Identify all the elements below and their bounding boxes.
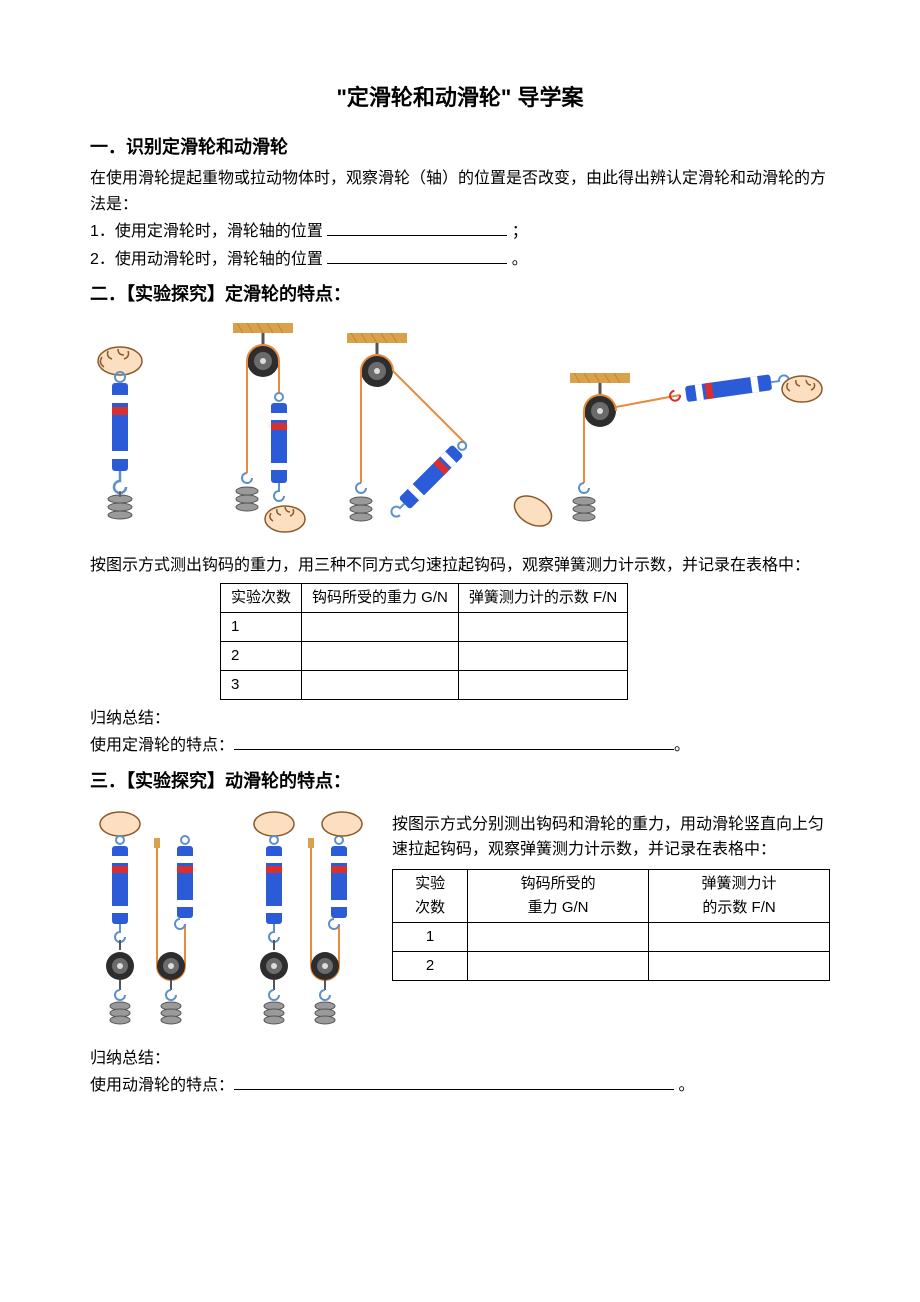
section-3-right-col: 按图示方式分别测出钩码和滑轮的重力，用动滑轮竖直向上匀速拉起钩码，观察弹簧测力计… xyxy=(392,810,830,981)
table-row: 2 xyxy=(393,951,830,980)
page-title: "定滑轮和动滑轮" 导学案 xyxy=(90,80,830,115)
item-2-pre: 2．使用动滑轮时，滑轮轴的位置 xyxy=(90,251,327,268)
item-2-suf: 。 xyxy=(507,251,527,268)
summary-pre-3: 使用动滑轮的特点： xyxy=(90,1077,234,1094)
fig-moving-group-1-icon xyxy=(90,810,220,1040)
txt: 的示数 F/N xyxy=(702,899,775,916)
table-row: 实验次数 钩码所受的重力 G/N 弹簧测力计的示数 F/N xyxy=(393,869,830,922)
section-1-item-1: 1．使用定滑轮时，滑轮轴的位置 ； xyxy=(90,219,830,245)
cell-empty[interactable] xyxy=(458,670,627,699)
moving-pulley-table: 实验次数 钩码所受的重力 G/N 弹簧测力计的示数 F/N 1 2 xyxy=(392,869,830,981)
summary-suf: 。 xyxy=(674,737,690,754)
blank-fill-summary-2[interactable] xyxy=(234,734,674,750)
blank-fill-summary-3[interactable] xyxy=(234,1074,674,1090)
summary-line-2: 使用定滑轮的特点： 。 xyxy=(90,733,830,759)
blank-fill-1[interactable] xyxy=(327,220,507,236)
section-3-row: 按图示方式分别测出钩码和滑轮的重力，用动滑轮竖直向上匀速拉起钩码，观察弹簧测力计… xyxy=(90,810,830,1040)
section-2-instr: 按图示方式测出钩码的重力，用三种不同方式匀速拉起钩码，观察弹簧测力计示数，并记录… xyxy=(90,553,830,579)
section-1-intro: 在使用滑轮提起重物或拉动物体时，观察滑轮（轴）的位置是否改变，由此得出辨认定滑轮… xyxy=(90,166,830,217)
cell-empty[interactable] xyxy=(458,612,627,641)
summary-label-3: 归纳总结： xyxy=(90,1046,830,1072)
fig-fixed-pulley-horiz-icon xyxy=(570,373,830,543)
table-row: 3 xyxy=(221,670,628,699)
table-row: 1 xyxy=(221,612,628,641)
txt: 实验 xyxy=(415,875,445,892)
table-row: 实验次数 钩码所受的重力 G/N 弹簧测力计的示数 F/N xyxy=(221,583,628,612)
cell-empty[interactable] xyxy=(468,951,649,980)
cell-empty[interactable] xyxy=(649,922,830,951)
cell-empty[interactable] xyxy=(649,951,830,980)
col-header-weight: 钩码所受的重力 G/N xyxy=(302,583,459,612)
cell-trial: 2 xyxy=(393,951,468,980)
txt: 重力 G/N xyxy=(528,899,589,916)
cell-empty[interactable] xyxy=(302,641,459,670)
fig-fixed-pulley-down-icon xyxy=(193,323,323,543)
cell-empty[interactable] xyxy=(468,922,649,951)
section-1-item-2: 2．使用动滑轮时，滑轮轴的位置 。 xyxy=(90,247,830,273)
cell-empty[interactable] xyxy=(458,641,627,670)
fig-hand-scale-icon xyxy=(90,343,180,543)
cell-trial: 3 xyxy=(221,670,302,699)
blank-fill-2[interactable] xyxy=(327,248,507,264)
item-1-pre: 1．使用定滑轮时，滑轮轴的位置 xyxy=(90,223,327,240)
fig-fixed-pulley-diag-icon xyxy=(337,333,557,543)
fixed-pulley-figures xyxy=(90,323,830,543)
section-2-head: 二．【实验探究】定滑轮的特点： xyxy=(90,280,830,309)
col-header-force-a: 弹簧测力计的示数 F/N xyxy=(649,869,830,922)
txt: 钩码所受的 xyxy=(521,875,596,892)
cell-trial: 1 xyxy=(393,922,468,951)
cell-trial: 1 xyxy=(221,612,302,641)
moving-pulley-figures xyxy=(90,810,374,1040)
fig-moving-group-2-icon xyxy=(244,810,374,1040)
table-row: 1 xyxy=(393,922,830,951)
summary-pre: 使用定滑轮的特点： xyxy=(90,737,234,754)
section-1-head: 一．识别定滑轮和动滑轮 xyxy=(90,133,830,162)
txt: 次数 xyxy=(415,899,445,916)
section-3-instr: 按图示方式分别测出钩码和滑轮的重力，用动滑轮竖直向上匀速拉起钩码，观察弹簧测力计… xyxy=(392,812,830,863)
fixed-pulley-table: 实验次数 钩码所受的重力 G/N 弹簧测力计的示数 F/N 1 2 3 xyxy=(220,583,628,700)
table-row: 2 xyxy=(221,641,628,670)
summary-suf-3: 。 xyxy=(674,1077,694,1094)
cell-empty[interactable] xyxy=(302,670,459,699)
col-header-force: 弹簧测力计的示数 F/N xyxy=(458,583,627,612)
item-1-suf: ； xyxy=(507,223,527,240)
summary-line-3: 使用动滑轮的特点： 。 xyxy=(90,1073,830,1099)
col-header-trial: 实验次数 xyxy=(221,583,302,612)
section-3-head: 三．【实验探究】动滑轮的特点： xyxy=(90,767,830,796)
cell-trial: 2 xyxy=(221,641,302,670)
col-header-weight-a: 钩码所受的重力 G/N xyxy=(468,869,649,922)
cell-empty[interactable] xyxy=(302,612,459,641)
col-header-trial-a: 实验次数 xyxy=(393,869,468,922)
txt: 弹簧测力计 xyxy=(702,875,777,892)
summary-label-2: 归纳总结： xyxy=(90,706,830,732)
